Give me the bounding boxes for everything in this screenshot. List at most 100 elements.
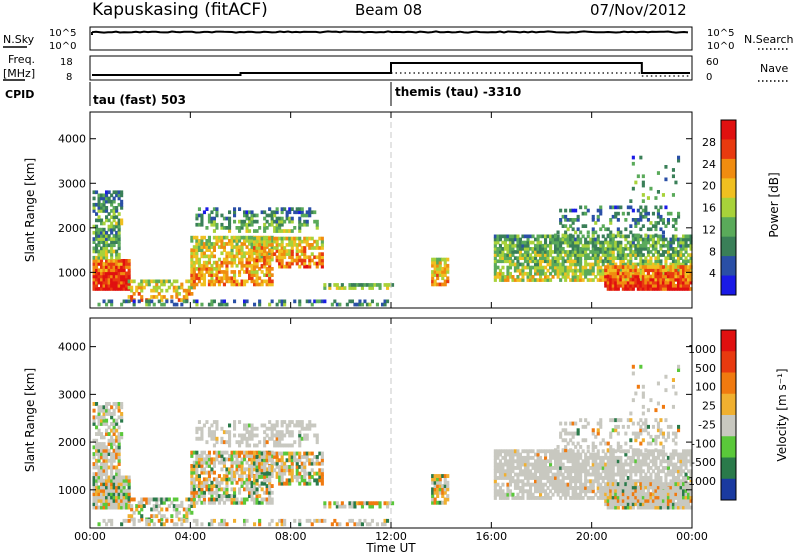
power-cell (120, 193, 124, 198)
velocity-cell (531, 476, 535, 480)
power-cell (536, 271, 540, 276)
velocity-cell (205, 420, 209, 424)
velocity-cell (102, 435, 106, 440)
power-cell (97, 277, 101, 282)
velocity-cell (265, 490, 269, 495)
velocity-cell (167, 497, 171, 502)
power-cell (584, 259, 588, 264)
velocity-cell (609, 455, 613, 460)
power-cell (212, 235, 216, 240)
power-cell (689, 253, 693, 257)
power-cell (115, 274, 119, 279)
velocity-cell (197, 460, 201, 465)
velocity-cell (157, 497, 161, 502)
velocity-cell (222, 440, 226, 445)
power-cell (619, 205, 623, 210)
power-cell (107, 199, 111, 204)
power-cell (260, 258, 264, 263)
velocity-cell (270, 436, 274, 441)
power-cell (318, 252, 322, 256)
velocity-cell (192, 467, 196, 472)
velocity-cell (255, 443, 259, 448)
power-cell (523, 243, 527, 248)
velocity-cell (611, 502, 615, 507)
power-cell (684, 237, 688, 242)
power-cell (110, 246, 114, 251)
power-cell (656, 234, 660, 239)
power-cell (498, 253, 502, 257)
power-cell (674, 234, 678, 239)
velocity-cell (230, 460, 234, 465)
velocity-cell (599, 476, 603, 480)
velocity-cell (634, 472, 638, 477)
velocity-cell (501, 462, 505, 467)
power-cell (556, 256, 560, 260)
power-cell (651, 271, 655, 276)
power-cell (255, 276, 259, 281)
power-cell (646, 250, 650, 254)
power-cell (243, 254, 247, 259)
power-cell (536, 253, 540, 257)
velocity-cell (202, 477, 206, 482)
velocity-cell (516, 479, 520, 484)
velocity-cell (100, 495, 104, 500)
power-cell (561, 268, 565, 273)
velocity-cell (152, 507, 156, 512)
power-cell (594, 275, 598, 279)
power-cell (195, 239, 199, 243)
power-cell (526, 256, 530, 260)
power-cell (117, 240, 121, 244)
power-cell (606, 259, 610, 264)
power-cell (270, 299, 274, 304)
velocity-cell (100, 472, 104, 477)
velocity-cell (544, 449, 548, 454)
power-cell (95, 280, 99, 285)
velocity-cell (360, 522, 364, 527)
velocity-cell (516, 452, 520, 457)
power-cell (105, 234, 109, 238)
power-cell (248, 257, 252, 262)
power-cell (285, 229, 289, 233)
power-cell (250, 222, 254, 227)
power-cell (308, 236, 312, 241)
power-cell (646, 268, 650, 273)
power-cell (230, 248, 234, 252)
power-cell (624, 265, 628, 269)
velocity-cell (561, 482, 565, 487)
velocity-cell (107, 452, 111, 456)
velocity-cell (117, 405, 121, 410)
velocity-cell (150, 518, 154, 523)
velocity-cell (97, 418, 101, 423)
velocity-cell (210, 457, 214, 462)
velocity-cell (636, 466, 640, 470)
velocity-cell (584, 469, 588, 474)
power-cell (684, 259, 688, 264)
power-cell (135, 288, 139, 293)
velocity-cell (125, 518, 129, 523)
velocity-cell (222, 490, 226, 495)
velocity-cell (586, 462, 590, 467)
velocity-cell (115, 478, 119, 483)
velocity-cell (238, 464, 242, 468)
velocity-cell (523, 472, 527, 477)
power-cell (293, 239, 297, 244)
power-cell (541, 234, 545, 239)
velocity-cell (278, 471, 282, 476)
velocity-cell (496, 452, 500, 457)
power-cell (493, 275, 497, 279)
power-cell (636, 277, 640, 282)
velocity-cell (162, 500, 166, 505)
velocity-cell (682, 462, 686, 467)
power-cell (641, 262, 645, 267)
velocity-cell (606, 492, 610, 497)
velocity-cell (571, 489, 575, 494)
power-cell (611, 265, 615, 269)
power-cell (238, 245, 242, 249)
power-cell (275, 302, 279, 307)
power-cell (305, 255, 309, 260)
velocity-cell (97, 412, 101, 416)
power-cell (646, 275, 650, 279)
velocity-cell (288, 423, 292, 428)
power-cell (634, 253, 638, 257)
power-cell (318, 299, 322, 304)
